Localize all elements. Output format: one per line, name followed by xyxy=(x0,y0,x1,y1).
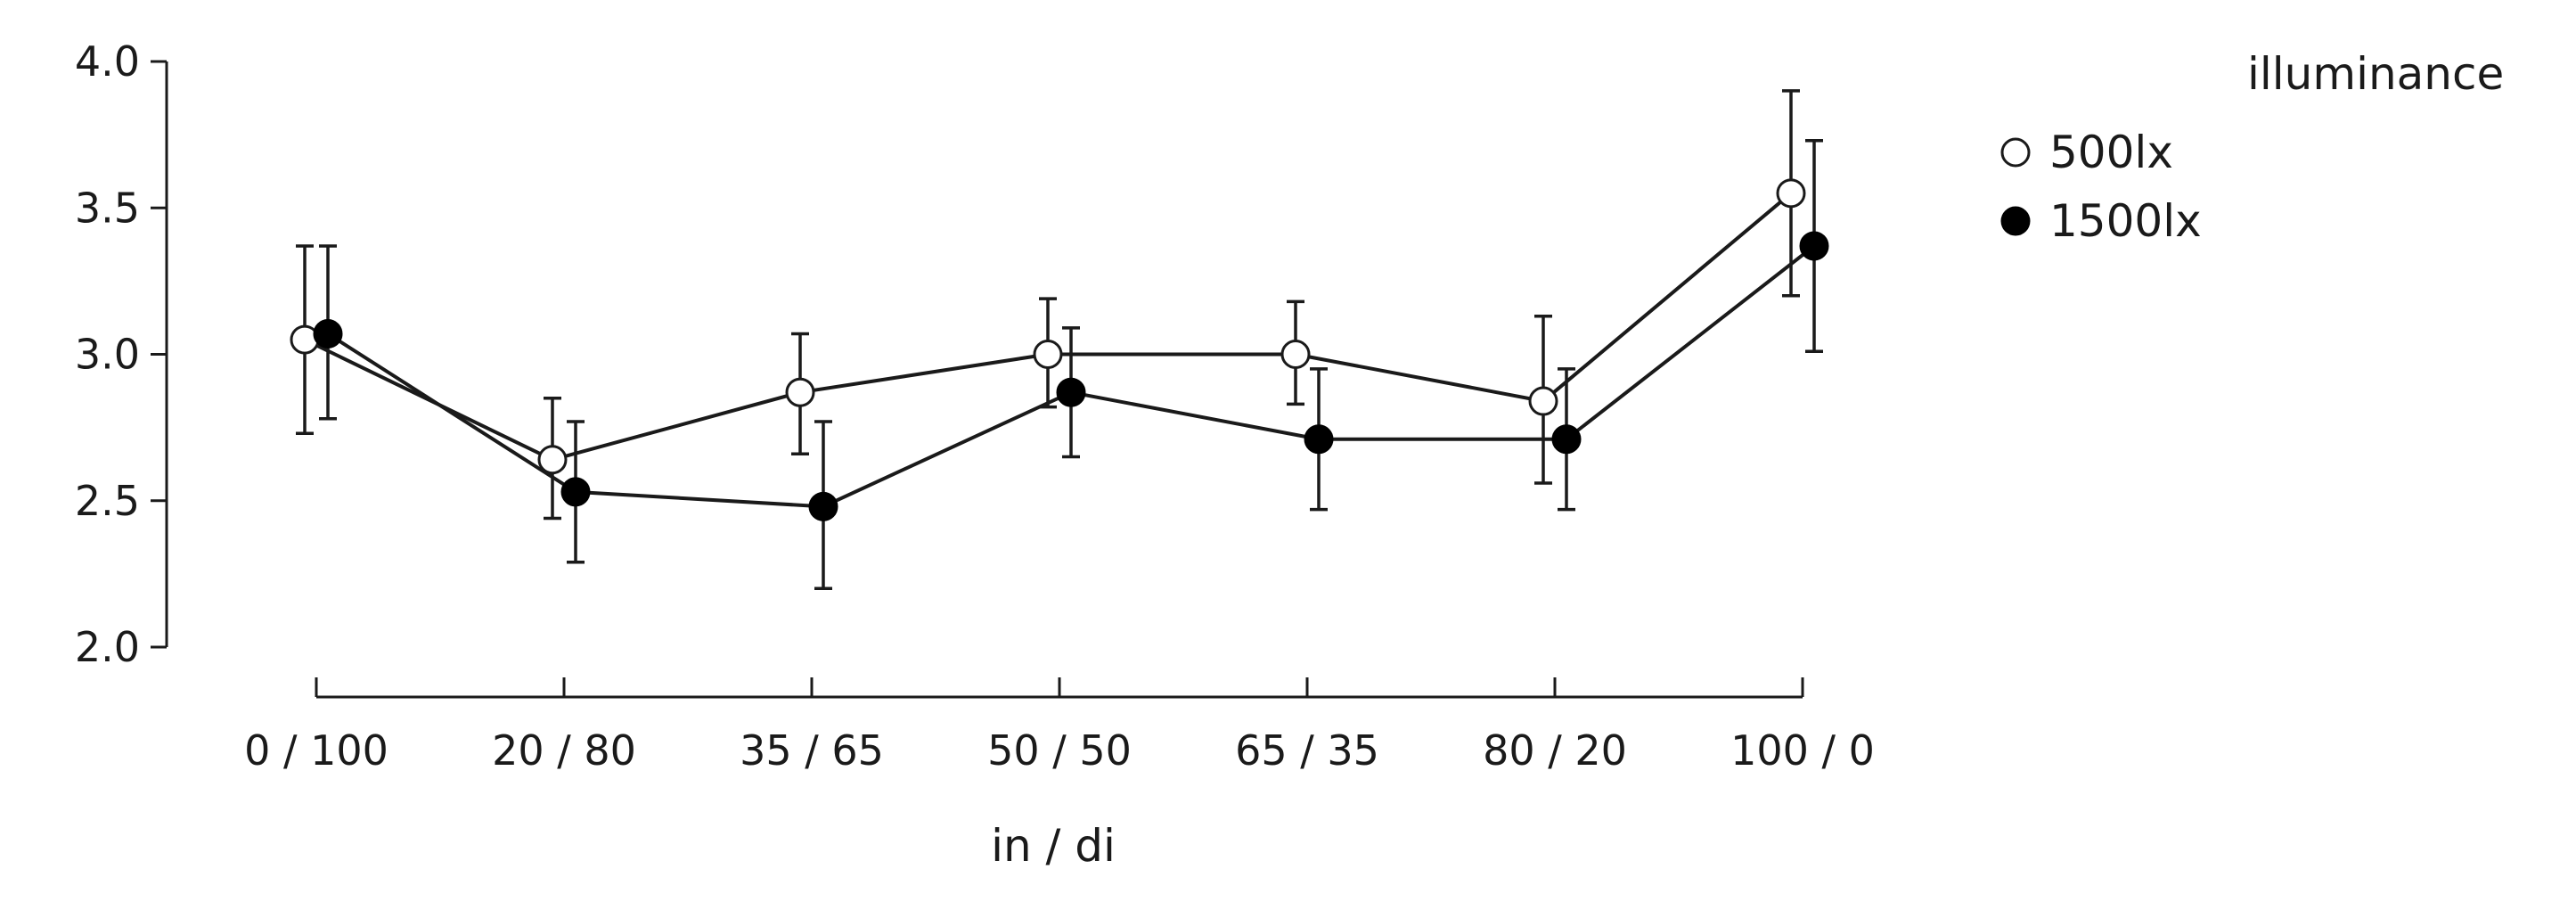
point-1500lx-0 xyxy=(313,319,343,349)
x-tick-label-5: 80 / 20 xyxy=(1483,726,1627,775)
legend-label-1500lx: 1500lx xyxy=(2049,195,2202,247)
point-500lx-1 xyxy=(537,445,568,475)
point-500lx-2 xyxy=(785,377,815,407)
x-tick-label-4: 65 / 35 xyxy=(1235,726,1379,775)
y-tick-label-3: 3.5 xyxy=(75,184,140,232)
point-500lx-4 xyxy=(1280,340,1311,369)
point-500lx-6 xyxy=(1776,178,1806,209)
point-1500lx-4 xyxy=(1304,424,1334,455)
y-axis: 2.0 2.5 3.0 3.5 4.0 xyxy=(75,37,168,671)
point-500lx-5 xyxy=(1528,386,1558,416)
y-tick-label-1: 2.5 xyxy=(75,477,140,525)
point-1500lx-2 xyxy=(808,491,838,521)
x-tick-label-3: 50 / 50 xyxy=(987,726,1132,775)
x-axis-title: in / di xyxy=(991,820,1116,872)
legend: illuminance 500lx 1500lx xyxy=(2000,48,2504,247)
legend-marker-500lx xyxy=(2000,137,2031,168)
point-500lx-3 xyxy=(1033,340,1063,369)
x-tick-label-1: 20 / 80 xyxy=(492,726,636,775)
y-tick-label-4: 4.0 xyxy=(75,37,140,86)
x-axis: 0 / 100 20 / 80 35 / 65 50 / 50 65 / 35 80 / … xyxy=(244,677,1875,775)
data-markers xyxy=(290,178,1829,521)
legend-title: illuminance xyxy=(2247,48,2504,100)
error-bars xyxy=(296,89,1823,591)
y-tick-label-0: 2.0 xyxy=(75,623,140,671)
legend-marker-1500lx xyxy=(2000,206,2031,236)
x-tick-label-6: 100 / 0 xyxy=(1730,726,1875,775)
point-1500lx-1 xyxy=(560,477,591,507)
point-1500lx-5 xyxy=(1551,424,1582,455)
legend-label-500lx: 500lx xyxy=(2049,127,2173,178)
point-1500lx-6 xyxy=(1799,231,1829,261)
x-tick-label-2: 35 / 65 xyxy=(740,726,884,775)
point-1500lx-3 xyxy=(1056,377,1086,407)
y-tick-label-2: 3.0 xyxy=(75,331,140,379)
x-tick-label-0: 0 / 100 xyxy=(244,726,388,775)
